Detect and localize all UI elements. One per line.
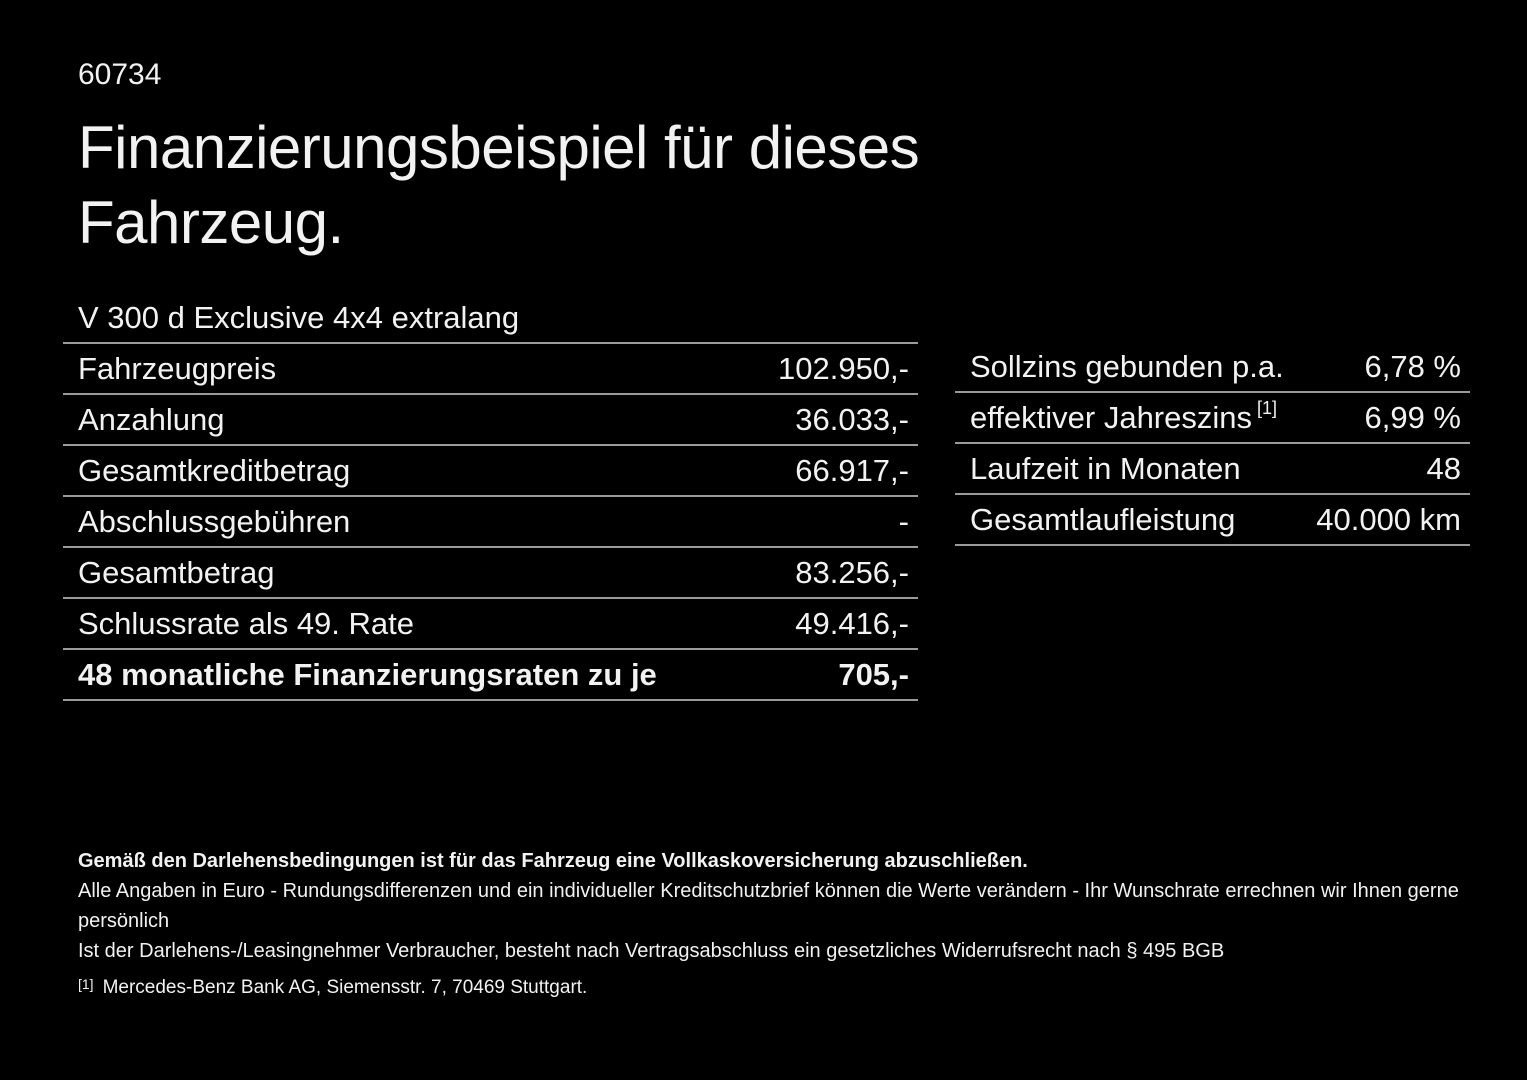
row-effektiver-jahreszins: effektiver Jahreszins [1] 6,99 % [955, 393, 1470, 444]
disclaimer-widerruf: Ist der Darlehens-/Leasingnehmer Verbrau… [78, 940, 1225, 962]
footnote-marker: [1] [78, 976, 94, 992]
row-label: Sollzins gebunden p.a. [970, 348, 1284, 384]
disclaimer-rounding: Alle Angaben in Euro - Rundungsdifferenz… [78, 880, 1459, 932]
row-gesamtbetrag: Gesamtbetrag 83.256,- [63, 548, 918, 599]
finance-table: Fahrzeugpreis 102.950,- Anzahlung 36.033… [63, 342, 918, 701]
row-abschlussgebuehren: Abschlussgebühren - [63, 497, 918, 548]
row-value: 6,99 % [1364, 399, 1461, 435]
row-value: 83.256,- [795, 554, 909, 590]
row-schlussrate: Schlussrate als 49. Rate 49.416,- [63, 599, 918, 650]
model-name: V 300 d Exclusive 4x4 extralang [78, 300, 520, 335]
row-label: Anzahlung [78, 401, 225, 437]
insurance-note: Gemäß den Darlehensbedingungen ist für d… [78, 850, 1028, 872]
row-value: 36.033,- [795, 401, 909, 437]
row-value: 40.000 km [1316, 501, 1461, 537]
footnote: [1] Mercedes-Benz Bank AG, Siemensstr. 7,… [78, 973, 1527, 1003]
row-value: 6,78 % [1364, 348, 1461, 384]
row-value: - [898, 503, 909, 539]
vehicle-id: 60734 [78, 58, 162, 91]
row-value: 102.950,- [778, 350, 909, 386]
row-gesamtkreditbetrag: Gesamtkreditbetrag 66.917,- [63, 446, 918, 497]
page-title: Finanzierungsbeispiel für dieses Fahrzeu… [78, 114, 920, 256]
footnote-reference: [1] [1257, 398, 1278, 419]
row-label: Gesamtbetrag [78, 554, 275, 590]
conditions-table: Sollzins gebunden p.a. 6,78 % effektiver… [955, 342, 1470, 546]
row-label: Abschlussgebühren [78, 503, 351, 539]
finance-tables: Fahrzeugpreis 102.950,- Anzahlung 36.033… [63, 342, 1470, 701]
row-anzahlung: Anzahlung 36.033,- [63, 395, 918, 446]
row-label: Laufzeit in Monaten [970, 450, 1241, 486]
row-gesamtlaufleistung: Gesamtlaufleistung 40.000 km [955, 495, 1470, 546]
row-label: Gesamtlaufleistung [970, 501, 1236, 537]
row-monatsraten: 48 monatliche Finanzierungsraten zu je 7… [63, 650, 918, 701]
row-fahrzeugpreis: Fahrzeugpreis 102.950,- [63, 344, 918, 395]
footnote-text: Mercedes-Benz Bank AG, Siemensstr. 7, 70… [102, 977, 588, 998]
footer-disclaimers: Gemäß den Darlehensbedingungen ist für d… [78, 846, 1527, 1003]
row-label: Fahrzeugpreis [78, 350, 277, 386]
row-laufzeit: Laufzeit in Monaten 48 [955, 444, 1470, 495]
row-label: Gesamtkreditbetrag [78, 452, 351, 488]
row-label: Schlussrate als 49. Rate [78, 605, 415, 641]
row-value: 48 [1426, 450, 1461, 486]
row-value: 49.416,- [795, 605, 909, 641]
row-label: 48 monatliche Finanzierungsraten zu je [78, 656, 657, 692]
row-sollzins: Sollzins gebunden p.a. 6,78 % [955, 342, 1470, 393]
row-label: effektiver Jahreszins [1] [970, 398, 1278, 435]
row-value: 66.917,- [795, 452, 909, 488]
row-value: 705,- [838, 656, 909, 692]
